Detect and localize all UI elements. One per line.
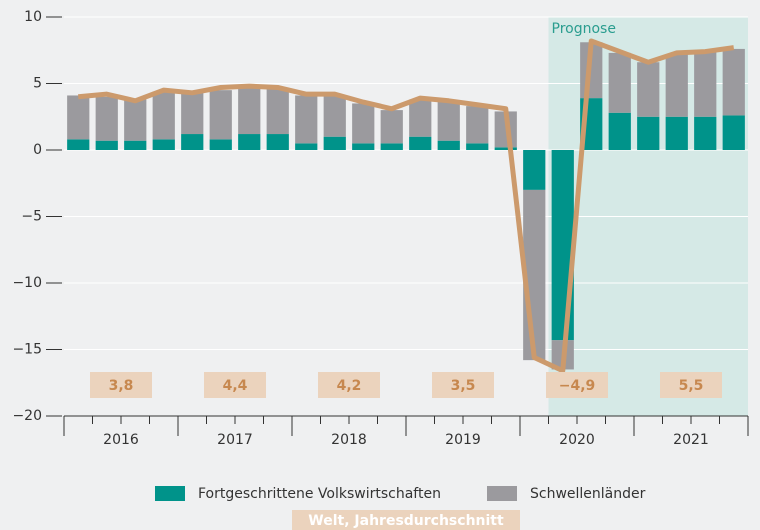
bar <box>209 90 232 140</box>
legend-label: Fortgeschrittene Volkswirtschaften <box>198 486 441 502</box>
y-tick-label: −5 <box>21 209 42 225</box>
annual-label: 4,2 <box>337 378 362 394</box>
bar <box>124 140 147 150</box>
x-tick-label: 2017 <box>217 432 253 448</box>
bar <box>466 143 489 150</box>
bar <box>295 95 318 144</box>
bar <box>380 110 403 144</box>
legend-annual-label: Welt, Jahresdurchschnitt <box>308 513 504 529</box>
annual-label: 5,5 <box>679 378 704 394</box>
y-tick-label: −10 <box>12 275 42 291</box>
bar <box>409 99 432 137</box>
bar <box>608 52 631 113</box>
y-tick-label: −15 <box>12 342 42 358</box>
bar <box>608 112 631 150</box>
bar <box>466 106 489 144</box>
legend-annual-box <box>292 510 520 530</box>
x-tick-label: 2021 <box>673 432 709 448</box>
y-tick-label: −20 <box>12 408 42 424</box>
bar <box>95 140 118 150</box>
bar <box>694 51 717 117</box>
annual-label: 4,4 <box>223 378 248 394</box>
bar <box>181 134 204 150</box>
bar <box>266 134 289 150</box>
annual-label: 3,8 <box>109 378 134 394</box>
bar <box>665 54 688 117</box>
bar <box>95 96 118 141</box>
bar <box>238 134 261 150</box>
x-tick-label: 2019 <box>445 432 481 448</box>
bar <box>67 95 90 140</box>
legend-swatch <box>487 486 517 501</box>
bar <box>437 140 460 150</box>
annual-label: −4,9 <box>559 378 596 394</box>
bar <box>209 139 232 150</box>
bar <box>323 136 346 150</box>
bar <box>637 116 660 150</box>
annual-box <box>90 372 152 398</box>
annual-box <box>432 372 494 398</box>
bar <box>722 48 745 116</box>
bar <box>266 88 289 135</box>
bar <box>295 143 318 150</box>
annual-box <box>318 372 380 398</box>
bar <box>238 87 261 135</box>
bar <box>323 95 346 137</box>
bar <box>722 115 745 150</box>
annual-label: 3,5 <box>451 378 476 394</box>
annual-box <box>660 372 722 398</box>
bar <box>551 150 574 341</box>
x-tick-label: 2018 <box>331 432 367 448</box>
bar <box>352 103 375 144</box>
y-tick-label: 10 <box>24 9 42 25</box>
annual-box <box>204 372 266 398</box>
x-tick-label: 2016 <box>103 432 139 448</box>
forecast-label: Prognose <box>552 21 616 37</box>
legend-label: Schwellenländer <box>530 486 646 502</box>
bar <box>152 91 175 140</box>
bar <box>67 139 90 150</box>
world-line <box>78 38 735 374</box>
legend-swatch <box>155 486 185 501</box>
y-tick-label: 0 <box>33 142 42 158</box>
bar <box>637 62 660 117</box>
bar <box>694 116 717 150</box>
bar <box>152 139 175 150</box>
x-tick-label: 2020 <box>559 432 595 448</box>
annual-box <box>546 372 608 398</box>
bar <box>494 147 517 150</box>
y-tick-label: 5 <box>33 76 42 92</box>
bar <box>124 99 147 141</box>
bar <box>409 136 432 150</box>
bar <box>523 150 546 190</box>
bar <box>380 143 403 150</box>
bar <box>665 116 688 150</box>
bar <box>181 92 204 135</box>
bar <box>352 143 375 150</box>
bar <box>437 100 460 141</box>
